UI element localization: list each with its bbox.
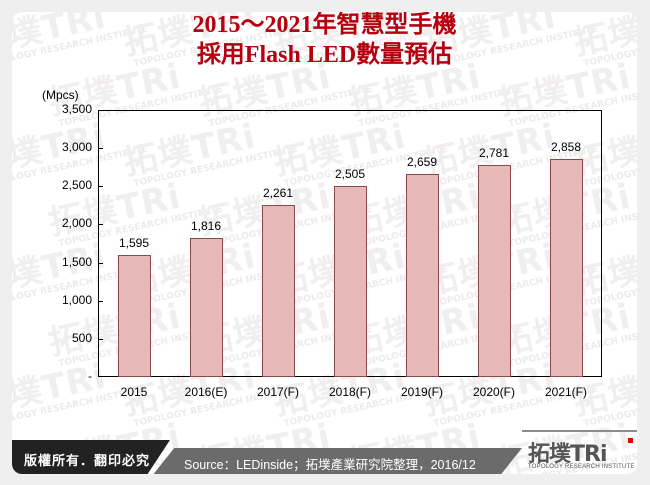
x-tick-label: 2019(F) bbox=[400, 385, 444, 399]
chart-title-line1: 2015～2021年智慧型手機 bbox=[192, 12, 457, 38]
y-tick-mark bbox=[98, 300, 103, 302]
bar bbox=[189, 238, 223, 377]
copyright-banner: 版權所有．翻印必究 bbox=[12, 440, 170, 474]
x-tick-label: 2017(F) bbox=[256, 385, 300, 399]
y-tick-label: - bbox=[88, 369, 92, 383]
logo-red-dot-icon bbox=[628, 438, 633, 443]
bar-value-label: 2,505 bbox=[334, 166, 366, 181]
bar bbox=[405, 174, 439, 377]
bar-value-label: 2,781 bbox=[478, 145, 510, 160]
chart-title-line2: 採用Flash LED數量預估 bbox=[196, 42, 453, 68]
y-tick-label: 1,000 bbox=[61, 292, 92, 307]
watermark-logo: 拓墣TRi bbox=[12, 356, 110, 424]
source-banner: Source：LEDinside；拓墣產業研究院整理，2016/12 bbox=[152, 448, 522, 474]
slide-card: 拓墣TRi TOPOLOGY RESEARCH INSTITUTE 拓墣TRi TOP… bbox=[12, 12, 637, 474]
x-tick-label: 2018(F) bbox=[328, 385, 372, 399]
tri-logo: 拓墣TRi TOPOLOGY RESEARCH INSTITUTE bbox=[528, 436, 637, 474]
y-tick-mark bbox=[98, 224, 103, 226]
x-tick-label: 2015 bbox=[120, 385, 148, 399]
y-tick-label: 2,500 bbox=[61, 178, 92, 193]
source-text: Source：LEDinside；拓墣產業研究院整理，2016/12 bbox=[184, 458, 476, 472]
y-tick-label: 3,000 bbox=[61, 140, 92, 155]
bar bbox=[261, 204, 295, 377]
bar bbox=[477, 164, 511, 377]
y-tick-mark bbox=[98, 148, 103, 150]
y-axis-unit: (Mpcs) bbox=[42, 88, 79, 102]
y-tick-label: 3,500 bbox=[61, 102, 92, 116]
y-tick-mark bbox=[98, 262, 103, 264]
bar bbox=[333, 185, 367, 377]
y-tick-label: 1,500 bbox=[61, 254, 92, 269]
y-tick-label: 2,000 bbox=[61, 216, 92, 231]
x-tick-label: 2021(F) bbox=[544, 385, 588, 399]
bar bbox=[117, 255, 151, 377]
logo-text-cn: 拓墣TRi bbox=[528, 442, 607, 467]
bar-value-label: 1,595 bbox=[118, 236, 150, 251]
logo-divider bbox=[522, 430, 637, 432]
x-tick-label: 2016(E) bbox=[184, 385, 228, 399]
y-tick-mark bbox=[98, 186, 103, 188]
bar-value-label: 2,659 bbox=[406, 155, 438, 170]
y-tick-label: 500 bbox=[71, 330, 92, 345]
bar-value-label: 2,261 bbox=[262, 185, 294, 200]
copyright-text: 版權所有．翻印必究 bbox=[24, 454, 151, 469]
bar-value-label: 1,816 bbox=[190, 219, 222, 234]
x-tick-label: 2020(F) bbox=[472, 385, 516, 399]
bar bbox=[549, 158, 583, 377]
bar-value-label: 2,858 bbox=[550, 139, 582, 154]
logo-text-en: TOPOLOGY RESEARCH INSTITUTE bbox=[528, 464, 635, 470]
y-tick-mark bbox=[98, 338, 103, 340]
